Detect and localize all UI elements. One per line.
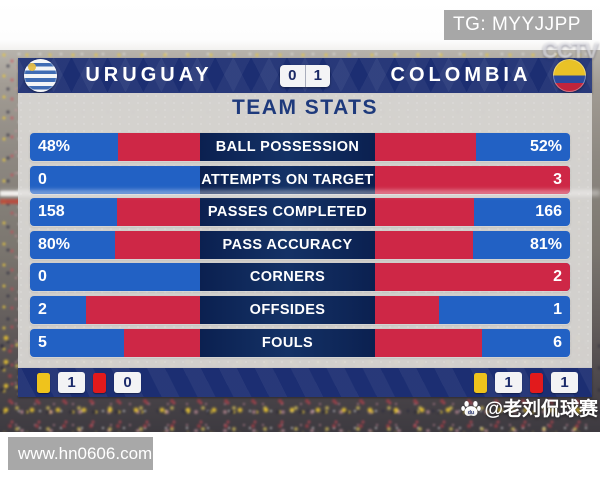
tg-channel-badge: TG: MYYJJPP [444,10,592,40]
away-score: 1 [313,66,322,84]
home-score: 0 [280,64,306,87]
away-stat-value: 1 [553,300,562,318]
stat-label: FOULS [200,328,375,357]
red-card-icon [530,372,543,393]
home-bar-fill [118,133,200,161]
home-bar-fill [86,295,200,324]
home-stat-bar: 0 [30,263,200,292]
home-stat-value: 5 [38,333,47,351]
home-stat-bar: 48% [30,133,200,161]
home-stat-bar: 158 [30,198,200,227]
away-stat-bar: 166 [375,198,570,227]
led-board-streak [0,191,20,196]
home-stat-value: 2 [38,300,47,318]
home-stat-bar: 5 [30,328,200,357]
home-stat-value: 80% [38,235,71,253]
stat-row-fouls: 5 FOULS 6 [30,328,570,357]
stats-body: TEAM STATS 48% BALL POSSESSION 52% [18,93,592,368]
away-red-card-count: 1 [551,372,578,393]
cctv-watermark: CCTV [542,38,599,63]
creator-watermark-text: @老刘侃球赛 [484,399,598,420]
away-stat-value: 6 [553,333,562,351]
home-cards-group: 1 0 [37,368,141,397]
away-bar-fill [375,295,440,324]
away-stat-value: 3 [553,170,562,188]
away-bar-fill [375,133,477,161]
home-team-name: URUGUAY [85,64,213,86]
uruguay-flag-icon [24,59,57,92]
home-stat-value: 158 [38,203,65,221]
away-stat-bar: 3 [375,165,570,194]
away-bar-fill [375,230,473,259]
stat-label: BALL POSSESSION [200,133,375,161]
stat-label: PASS ACCURACY [200,230,375,259]
team-stats-panel: URUGUAY 0 1 COLOMBIA TEAM STATS 48% BALL… [18,58,592,397]
scoreboard-header: URUGUAY 0 1 COLOMBIA [18,58,592,93]
site-url-badge: www.hn0606.com [8,437,153,470]
away-stat-value: 2 [553,268,562,286]
home-stat-bar: 80% [30,230,200,259]
home-bar-fill [115,230,200,259]
creator-watermark: du @老刘侃球赛 [460,394,598,421]
away-cards-group: 1 1 [474,368,578,397]
yellow-card-icon [37,372,50,393]
away-bar-fill [375,263,570,292]
stat-row-passes-completed: 158 PASSES COMPLETED 166 [30,198,570,227]
home-bar-fill [116,198,200,227]
score-box: 0 1 [280,64,330,87]
home-stat-bar: 0 [30,165,200,194]
home-stat-value: 48% [38,138,71,155]
away-stat-bar: 2 [375,263,570,292]
stat-label: OFFSIDES [200,295,375,324]
away-stat-value: 52% [529,138,562,155]
away-stat-bar: 81% [375,230,570,259]
away-stat-value: 166 [535,203,562,221]
stat-row-ball-possession: 48% BALL POSSESSION 52% [30,133,570,161]
stat-label: ATTEMPTS ON TARGET [200,165,375,194]
home-yellow-card-count: 1 [58,372,85,393]
home-stat-value: 0 [38,268,47,286]
stats-rows: 48% BALL POSSESSION 52% 0 ATTEMPTS ON TA… [30,133,570,361]
stat-label: PASSES COMPLETED [200,198,375,227]
away-bar-fill [375,165,570,194]
red-card-icon [93,372,106,393]
away-team-name: COLOMBIA [390,64,532,86]
stat-row-pass-accuracy: 80% PASS ACCURACY 81% [30,230,570,259]
home-stat-value: 0 [38,170,47,188]
away-bar-fill [375,328,483,357]
stat-row-attempts-on-target: 0 ATTEMPTS ON TARGET 3 [30,165,570,194]
yellow-card-icon [474,372,487,393]
led-board-streak-red [0,199,20,204]
stat-row-corners: 0 CORNERS 2 [30,263,570,292]
stat-label: CORNERS [200,263,375,292]
colombia-flag-icon [553,59,586,92]
baidu-paw-icon: du [461,400,482,416]
panel-title: TEAM STATS [231,96,379,119]
svg-text:du: du [468,410,474,416]
cards-bar: 1 0 1 1 [18,368,592,397]
home-red-card-count: 0 [114,372,141,393]
home-stat-bar: 2 [30,295,200,324]
away-stat-bar: 52% [375,133,570,161]
away-stat-value: 81% [529,235,562,253]
away-yellow-card-count: 1 [495,372,522,393]
away-stat-bar: 6 [375,328,570,357]
away-bar-fill [375,198,475,227]
stat-row-offsides: 2 OFFSIDES 1 [30,295,570,324]
home-bar-fill [123,328,200,357]
away-stat-bar: 1 [375,295,570,324]
